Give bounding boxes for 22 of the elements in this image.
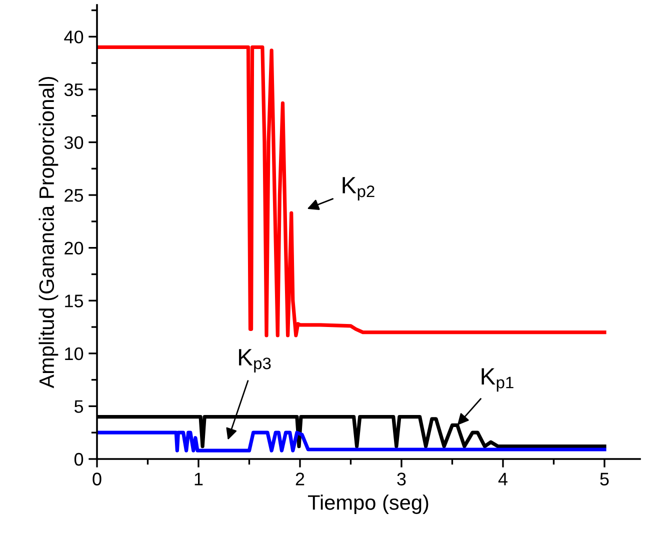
y-tick-label: 30 (64, 136, 84, 149)
annotation: K$_{p2}$ (342, 177, 374, 200)
line-series (97, 430, 606, 452)
x-tick-label: 1 (194, 472, 203, 486)
x-axis-title: Tiempo (seg) (308, 494, 428, 514)
y-tick-label: 25 (64, 188, 84, 202)
x-tick-label: 4 (498, 472, 508, 486)
annotation: K$_{p3}$ (239, 349, 271, 373)
y-tick-label: 35 (64, 83, 84, 96)
y-tick-label: 15 (65, 294, 84, 308)
x-tick-label: 2 (296, 472, 304, 486)
annotation: K$_{p1}$ (482, 368, 514, 392)
y-tick-label: 10 (65, 347, 84, 360)
y-tick-label: 5 (74, 400, 84, 413)
y-tick-label: 20 (64, 242, 84, 255)
x-tick-label: 5 (600, 472, 609, 486)
x-tick-label: 3 (397, 472, 406, 486)
y-tick-label: 40 (64, 30, 84, 44)
line-series (97, 45, 606, 338)
y-tick-label: 0 (74, 452, 84, 466)
x-tick-label: 0 (92, 472, 102, 486)
y-axis-title: Amplitud (Ganancia Proporcional) (38, 76, 58, 388)
